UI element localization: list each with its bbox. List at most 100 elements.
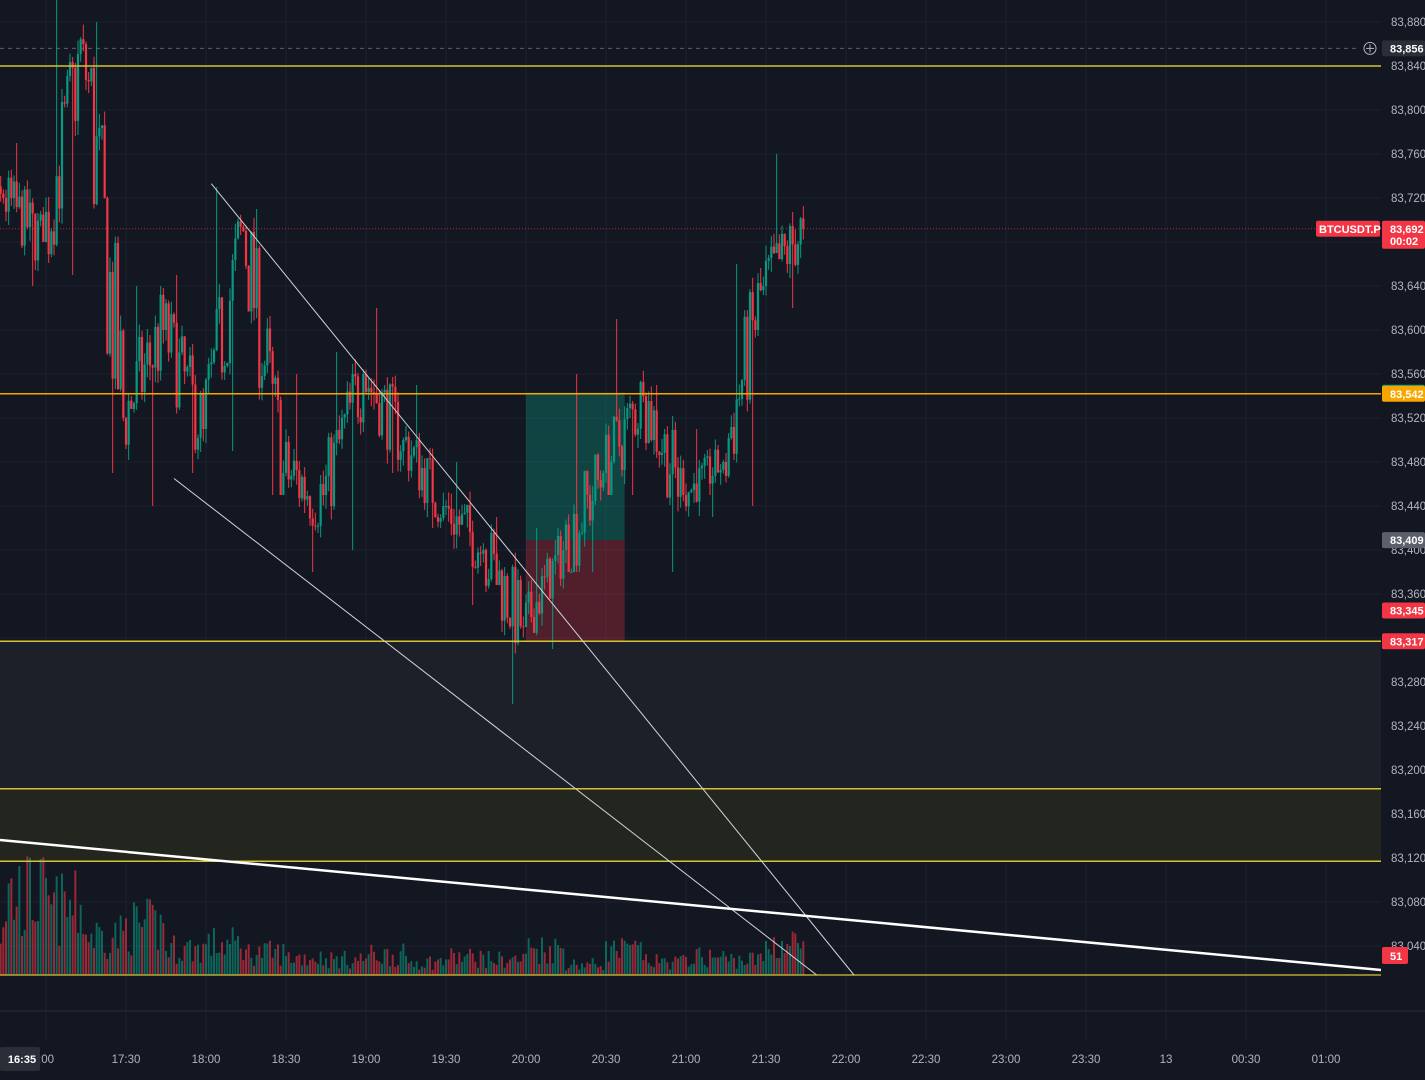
volume-bar: [357, 960, 359, 975]
candle-body: [418, 440, 421, 491]
volume-bar: [183, 945, 186, 975]
volume-bar: [245, 949, 247, 975]
volume-bar: [559, 947, 562, 975]
candle-body: [762, 286, 765, 291]
candle-body: [26, 189, 29, 228]
candle-body: [690, 490, 693, 493]
position-loss-zone: [526, 540, 625, 642]
volume-bar: [397, 965, 399, 975]
candle-body: [351, 373, 354, 403]
volume-bar: [7, 883, 10, 975]
candle-body: [36, 220, 40, 261]
candle-body: [92, 67, 96, 205]
candle-body: [178, 352, 181, 408]
candle-body: [66, 75, 69, 104]
volume-bar: [447, 959, 450, 975]
channel-upper-line: [210, 183, 855, 976]
volume-bar: [242, 959, 245, 975]
candle-body: [58, 176, 61, 209]
candle-body: [639, 382, 642, 429]
candle-body: [514, 566, 517, 643]
candle-body: [650, 401, 653, 441]
candle-body: [210, 362, 213, 365]
volume-bar: [63, 891, 66, 975]
candle-body: [52, 231, 56, 245]
volume-bar: [802, 941, 805, 975]
candle-body: [556, 536, 560, 555]
candle-body: [588, 494, 592, 521]
volume-bar: [429, 956, 431, 975]
volume-bar: [93, 948, 95, 975]
time-tick-label: 13: [1160, 1054, 1173, 1066]
candle-body: [196, 437, 200, 450]
candle-body: [735, 399, 738, 454]
candle-body: [564, 524, 568, 550]
volume-bar: [647, 963, 650, 975]
volume-bar: [389, 966, 391, 975]
candle-body: [660, 452, 664, 455]
volume-bar: [669, 969, 671, 975]
candle-body: [783, 233, 786, 247]
volume-bar: [517, 961, 519, 975]
candle-body: [738, 398, 741, 400]
candle-body: [610, 461, 613, 495]
price-tick-label: 83,840: [1391, 61, 1425, 73]
candle-body: [500, 570, 504, 621]
candlesticks: [0, 0, 805, 704]
candle-body: [612, 416, 616, 462]
volume-bar: [98, 927, 101, 975]
volume-bar: [770, 954, 773, 975]
candle-body: [87, 79, 90, 82]
volume-bar: [13, 919, 15, 975]
candle-body: [258, 248, 261, 388]
candle-body: [223, 365, 226, 373]
volume-bar: [450, 948, 453, 975]
volume-bar: [605, 941, 607, 975]
volume-bar: [15, 906, 18, 975]
volume-bar: [381, 963, 383, 975]
volume-bar: [591, 958, 594, 975]
volume-bar: [698, 947, 701, 975]
volume-bar: [26, 856, 29, 975]
candle-body: [148, 342, 152, 366]
time-tick-label: 18:30: [272, 1054, 301, 1066]
candle-body: [668, 474, 672, 498]
price-axis-bg: [1381, 0, 1425, 1040]
volume-bar: [714, 957, 717, 975]
long-position-tool[interactable]: [526, 392, 625, 642]
volume-bar: [509, 959, 511, 975]
long-trendline: [0, 838, 1382, 972]
candle-body: [532, 616, 536, 633]
candle-body: [439, 518, 442, 522]
volume-bar: [61, 873, 63, 975]
volume-bar: [741, 960, 743, 975]
volume-bar: [573, 959, 575, 975]
trendlines[interactable]: [0, 183, 1382, 976]
time-tick-label: :00: [38, 1054, 54, 1066]
volume-bar: [394, 966, 397, 975]
volume-bar: [74, 870, 77, 975]
candle-body: [570, 572, 573, 573]
candle-body: [98, 128, 101, 137]
volume-bar: [594, 964, 597, 975]
candle-body: [551, 560, 554, 599]
candle-body: [426, 458, 429, 504]
candle-body: [730, 426, 733, 438]
volume-bar: [725, 956, 727, 975]
candle-body: [695, 483, 698, 502]
volume-bar: [341, 956, 343, 975]
candle-body: [212, 350, 216, 363]
candle-body: [594, 454, 597, 501]
price-badge-crosshair: [1382, 40, 1425, 57]
candle-body: [658, 451, 661, 455]
candle-body: [119, 330, 122, 390]
candle-body: [218, 297, 221, 309]
candle-body: [436, 517, 440, 522]
price-axis[interactable]: 83,88083,84083,80083,76083,72083,68083,6…: [1381, 0, 1425, 1040]
time-axis[interactable]: :00 17:30 18:00 18:30 19:00 19:30 20:00 20:30 21…: [0, 1010, 1425, 1080]
volume-bar: [143, 919, 146, 975]
volume-bar: [226, 939, 229, 975]
time-tick-label: 19:00: [352, 1054, 381, 1066]
